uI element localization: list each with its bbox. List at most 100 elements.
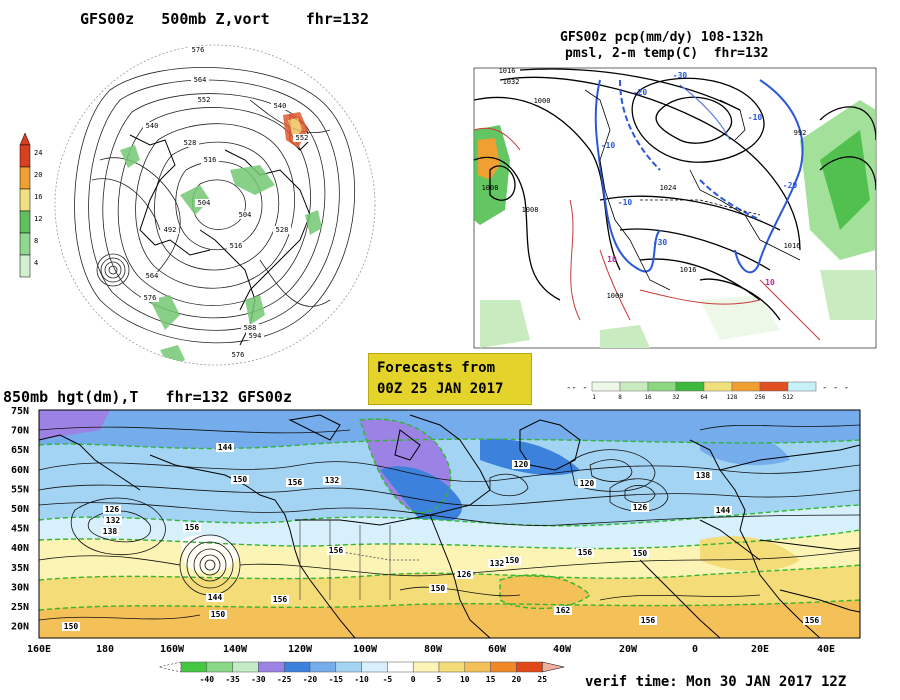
temp-label: 10 <box>607 255 617 264</box>
polar-height-contours <box>74 67 356 344</box>
colorbar3-swatch <box>232 661 259 673</box>
isobar-label: 1024 <box>660 184 677 192</box>
colorbar1-arrow <box>19 132 31 146</box>
contour-label-bg <box>455 570 473 579</box>
isobar-label: 1000 <box>534 97 551 105</box>
lat-label: 75N <box>11 406 29 417</box>
colorbar2-label: 16 <box>644 394 652 401</box>
colorbar2-label: 128 <box>727 394 738 401</box>
colorbar2-left-arrow: -- - - <box>566 383 599 393</box>
height-contour-label: 132 <box>106 516 121 525</box>
lat-label: 50N <box>11 504 29 515</box>
panel3-temperature-contours <box>39 418 860 611</box>
contour-label-bg <box>327 546 345 555</box>
height-contour-label: 138 <box>696 471 711 480</box>
colorbar3-swatch <box>283 661 311 673</box>
colorbar3-label: -15 <box>329 675 344 684</box>
isobar-label: 1016 <box>784 242 801 250</box>
lat-label: 65N <box>11 445 29 456</box>
contour-label-bg <box>323 476 341 485</box>
height-contour-label: 156 <box>641 616 656 625</box>
polar-height-label: 576 <box>192 46 205 54</box>
colorbar2-right-arrow: - - - <box>822 383 849 393</box>
height-contour-label: 156 <box>578 548 593 557</box>
height-contour-label: 144 <box>218 443 233 452</box>
height-contour-label: 144 <box>716 506 731 515</box>
lon-label: 40W <box>553 644 572 655</box>
colorbar3-swatch <box>490 661 517 673</box>
colorbar3-label: -35 <box>225 675 240 684</box>
temp-label: -10 <box>601 141 616 150</box>
colorbar3-swatch <box>206 661 233 673</box>
polar-label-bg <box>141 294 159 302</box>
panel2-pressure-labels: 1016 1032 1000 1008 1024 1016 1016 1000 1008 992 <box>482 67 807 300</box>
colorbar2-label: 8 <box>618 394 622 401</box>
height-contour-label: 150 <box>633 549 648 558</box>
polar-height-label: 528 <box>276 226 289 234</box>
colorbar1-label: 24 <box>34 149 42 157</box>
colorbar3-swatch <box>361 661 388 673</box>
contour-label-bg <box>694 471 712 480</box>
temp-label: -10 <box>618 198 633 207</box>
height-contour-label: 126 <box>105 505 120 514</box>
temp-label: -20 <box>633 88 648 97</box>
lon-label: 40E <box>817 644 835 655</box>
height-contour-label: 138 <box>103 527 118 536</box>
panel2-precip-shading <box>474 100 876 348</box>
polar-label-bg <box>143 272 161 280</box>
colorbar2-swatch <box>591 381 621 392</box>
polar-height-label: 564 <box>194 76 207 84</box>
lat-label: 40N <box>11 543 29 554</box>
colorbar2-swatch <box>647 381 677 392</box>
panel2-colorbar: -- - -1 8 16 32 64 128 256 512 - - - <box>566 381 849 401</box>
colorbar2-swatch <box>787 381 817 392</box>
colorbar3-swatch <box>464 661 491 673</box>
lon-label: 120W <box>288 644 313 655</box>
lat-label: 35N <box>11 563 29 574</box>
height-contour-label: 156 <box>288 478 303 487</box>
contour-label-bg <box>271 595 289 604</box>
height-contour-label: 150 <box>233 475 248 484</box>
contour-label-bg <box>209 610 227 619</box>
colorbar3-label: 25 <box>537 675 547 684</box>
colorbar3-label: -10 <box>354 675 369 684</box>
colorbar2-swatch <box>675 381 705 392</box>
polar-label-bg <box>271 102 289 110</box>
polar-height-label: 492 <box>164 226 177 234</box>
height-contour-label: 150 <box>505 556 520 565</box>
colorbar1-label: 8 <box>34 237 38 245</box>
contour-label-bg <box>286 478 304 487</box>
contour-label-bg <box>576 548 594 557</box>
polar-label-bg <box>241 324 259 332</box>
colorbar3-swatch <box>258 661 285 673</box>
contour-label-bg <box>631 549 649 558</box>
height-contour-label: 156 <box>273 595 288 604</box>
isobar-label: 1016 <box>680 266 697 274</box>
height-contour-label: 150 <box>431 584 446 593</box>
forecast-init-line1: Forecasts from <box>377 360 496 376</box>
polar-label-bg <box>191 76 209 84</box>
isobar-label: 1016 <box>499 67 516 75</box>
polar-label-bg <box>195 199 213 207</box>
polar-label-bg <box>189 46 207 54</box>
contour-label-bg <box>62 622 80 631</box>
colorbar1-label: 16 <box>34 193 42 201</box>
polar-height-label: 576 <box>144 294 157 302</box>
isobar-label: 1000 <box>607 292 624 300</box>
polar-height-label: 540 <box>274 102 287 110</box>
panel3-title: 850mb hgt(dm),T fhr=132 GFS00z <box>3 388 292 406</box>
colorbar1-swatch <box>19 188 31 212</box>
polar-height-label: 540 <box>146 122 159 130</box>
height-contour-label: 144 <box>208 593 223 602</box>
colorbar3-label: 10 <box>460 675 470 684</box>
lon-label: 20W <box>619 644 638 655</box>
colorbar2-swatch <box>703 381 733 392</box>
height-contour-label: 150 <box>64 622 79 631</box>
height-contour-label: 126 <box>457 570 472 579</box>
polar-label-bg <box>293 134 311 142</box>
polar-height-label: 552 <box>198 96 211 104</box>
panel2-title-line2: pmsl, 2-m temp(C) fhr=132 <box>565 46 769 61</box>
isobar-label: 992 <box>794 129 807 137</box>
height-contour-label: 150 <box>211 610 226 619</box>
